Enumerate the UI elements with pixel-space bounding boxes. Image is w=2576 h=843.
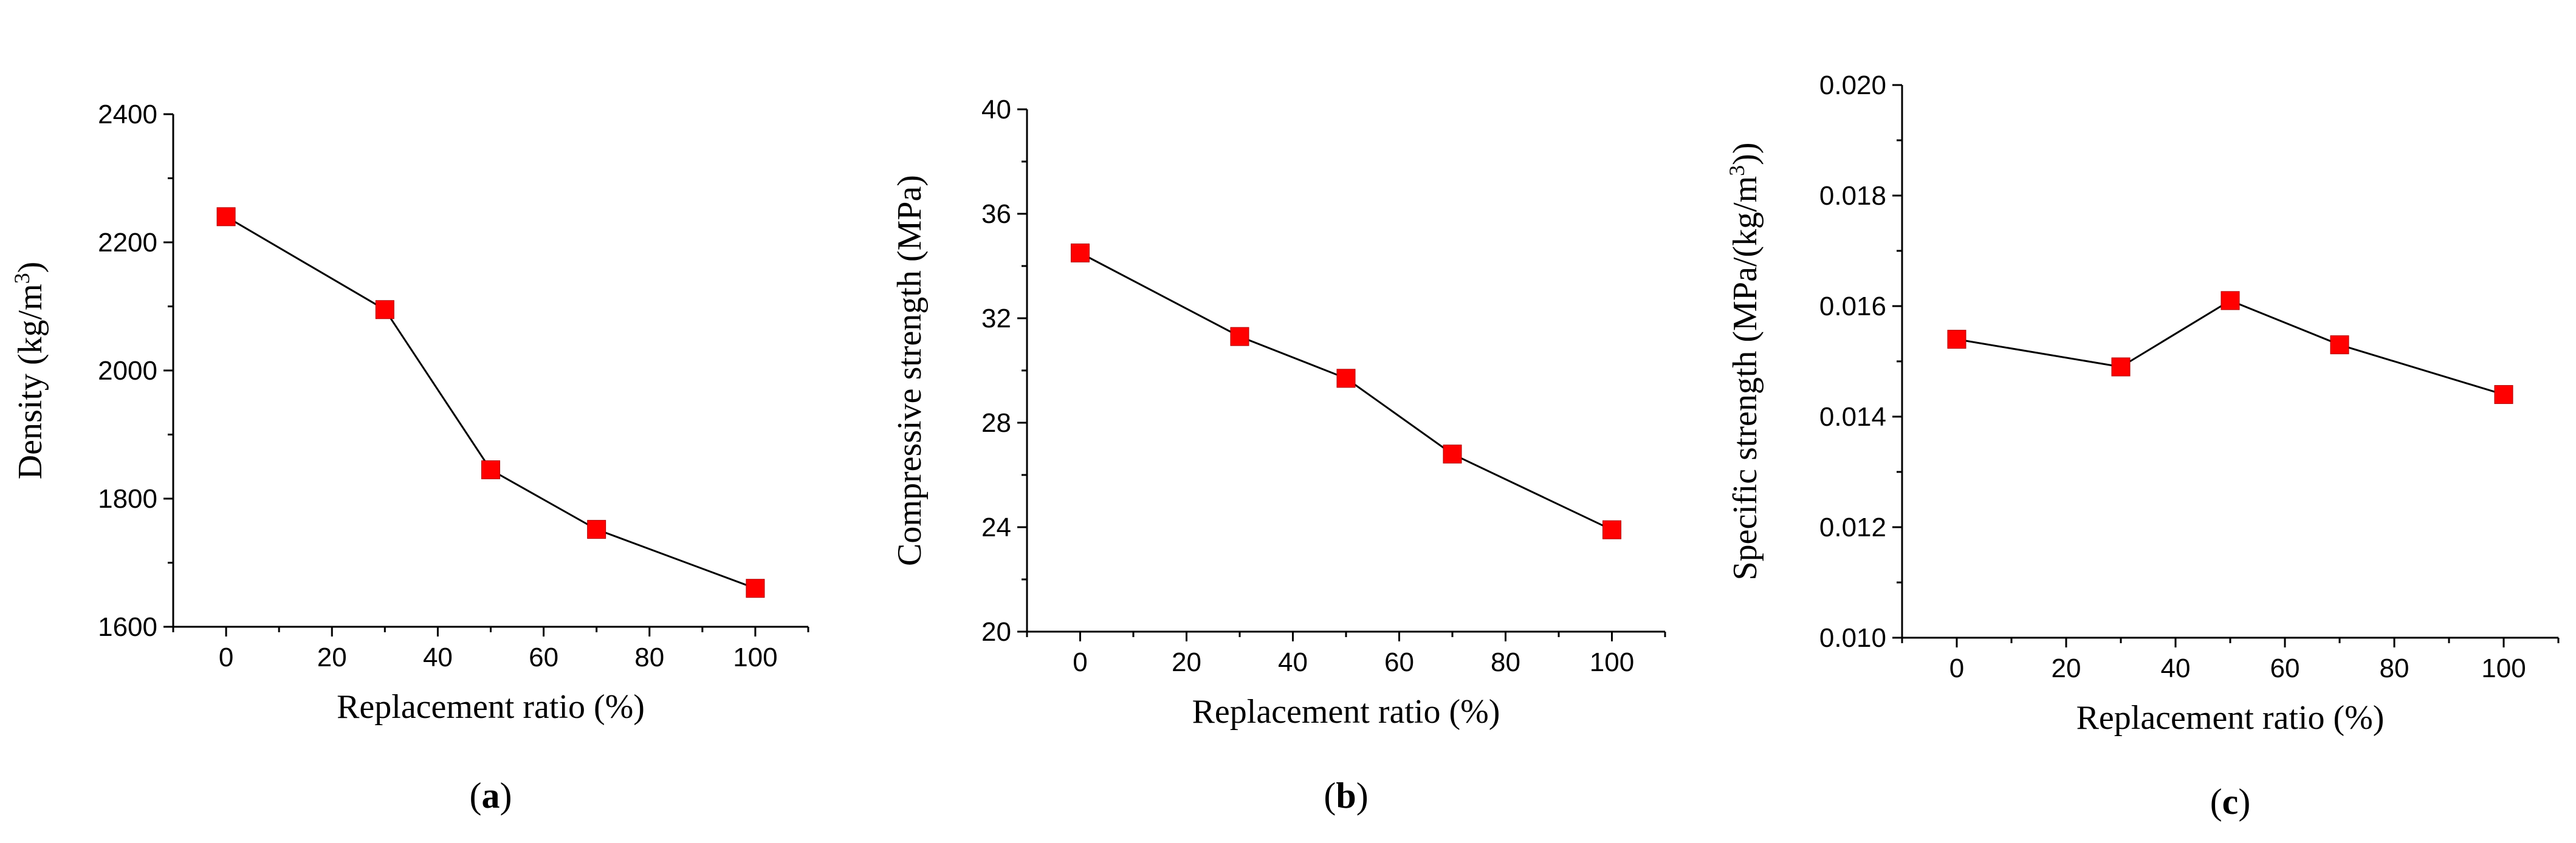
data-point [1230, 327, 1249, 346]
chart-panel-a: 1600 1800 2000 2200 2400 0 20 40 60 80 100 Replacem… [10, 100, 809, 816]
x-tick-label: 20 [1172, 647, 1201, 677]
x-tick-label: 100 [2481, 654, 2526, 683]
data-point [2330, 335, 2349, 355]
y-tick-label: 24 [981, 513, 1011, 542]
y-axis-title: Compressive strength (MPa) [891, 175, 929, 566]
panel-label: (b) [1324, 776, 1368, 816]
y-tick-label: 28 [981, 408, 1011, 438]
x-tick-label: 80 [634, 643, 664, 672]
x-tick-label: 60 [2270, 654, 2300, 683]
y-tick-label: 0.018 [1819, 181, 1886, 211]
y-tick-label: 0.016 [1819, 292, 1886, 321]
x-tick-label: 100 [733, 643, 777, 672]
data-point [1071, 244, 1090, 262]
x-tick-label: 20 [2052, 654, 2081, 683]
x-tick-label: 0 [219, 643, 233, 672]
chart-panel-b: 20 24 28 32 36 40 0 20 40 60 80 100 Replacement rati… [891, 95, 1666, 816]
x-tick-label: 40 [423, 643, 453, 672]
data-point [2111, 357, 2131, 377]
y-tick-label: 32 [981, 304, 1011, 333]
data-point [1443, 445, 1462, 464]
series-line [225, 216, 756, 590]
x-tick-label: 80 [2380, 654, 2409, 683]
data-point [587, 520, 606, 539]
x-axis-title: Replacement ratio (%) [1192, 693, 1500, 731]
x-tick-label: 100 [1590, 647, 1634, 677]
y-tick-label: 2000 [98, 356, 157, 386]
y-tick-label: 36 [981, 199, 1011, 229]
x-tick-label: 20 [317, 643, 347, 672]
data-point [375, 300, 394, 319]
x-tick-label: 0 [1073, 647, 1087, 677]
data-point [216, 207, 236, 227]
data-point [1602, 520, 1621, 539]
x-tick-label: 0 [1949, 654, 1964, 683]
x-tick-label: 40 [2161, 654, 2191, 683]
y-tick-label: 20 [981, 617, 1011, 647]
series-line [1079, 252, 1613, 531]
y-tick-label: 0.010 [1819, 623, 1886, 653]
data-point [481, 460, 500, 480]
x-tick-label: 80 [1491, 647, 1520, 677]
y-axis-title: Specific strength (MPa/(kg/m3)) [1725, 143, 1764, 581]
data-point [746, 579, 765, 598]
data-point [2221, 291, 2240, 310]
y-tick-label: 1600 [98, 612, 157, 642]
panel-label: (a) [470, 776, 512, 816]
y-tick-label: 2200 [98, 228, 157, 258]
y-tick-label: 40 [981, 95, 1011, 125]
x-tick-label: 60 [1384, 647, 1414, 677]
y-tick-label: 2400 [98, 100, 157, 129]
series-line [1956, 299, 2504, 396]
data-point [1336, 369, 1356, 388]
y-tick-label: 0.012 [1819, 513, 1886, 542]
data-point [1947, 330, 1966, 349]
chart-panel-c: 0.010 0.012 0.014 0.016 0.018 0.020 0 20 40 60 80 1… [1725, 70, 2560, 822]
y-axis-title: Density (kg/m3) [10, 262, 49, 480]
panel-label: (c) [2210, 782, 2251, 822]
y-tick-label: 0.014 [1819, 402, 1886, 432]
x-axis-title: Replacement ratio (%) [337, 688, 645, 726]
x-tick-label: 40 [1278, 647, 1308, 677]
x-axis-title: Replacement ratio (%) [2076, 699, 2385, 737]
x-tick-label: 60 [529, 643, 558, 672]
y-tick-label: 1800 [98, 484, 157, 514]
data-point [2494, 385, 2513, 404]
y-tick-label: 0.020 [1819, 70, 1886, 100]
